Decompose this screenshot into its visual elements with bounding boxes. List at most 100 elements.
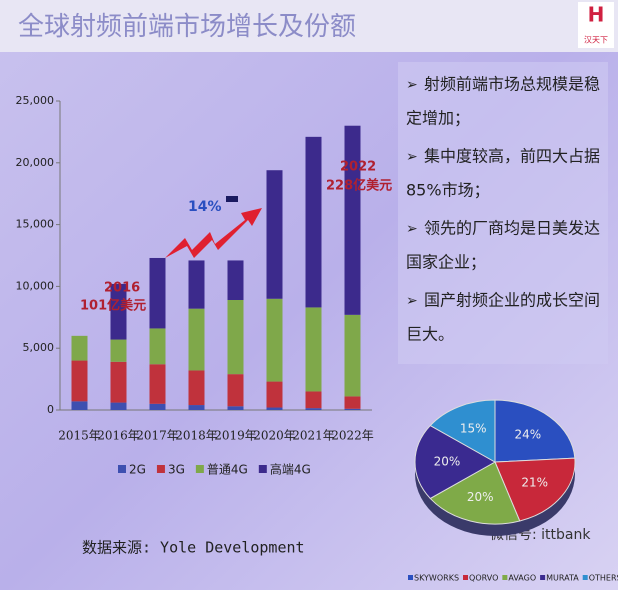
legend-label: QORVO bbox=[469, 574, 498, 583]
legend-swatch bbox=[540, 575, 546, 580]
bar-segment bbox=[188, 260, 205, 309]
bar-segment bbox=[188, 405, 205, 410]
legend-label: MURATA bbox=[546, 574, 579, 583]
x-tick-label: 2019年 bbox=[214, 429, 257, 443]
bar-segment bbox=[344, 314, 361, 397]
annotation: 2022 bbox=[340, 160, 376, 175]
pie-slice bbox=[429, 461, 521, 525]
pie-label: 24% bbox=[515, 427, 542, 441]
bar-segment bbox=[188, 308, 205, 371]
annotation: 14% bbox=[188, 199, 222, 215]
y-tick-label: 5,000 bbox=[23, 341, 55, 354]
bar-segment bbox=[227, 260, 244, 300]
legend-label: SKYWORKS bbox=[414, 574, 459, 583]
bar-segment bbox=[305, 136, 322, 308]
annotation: 101亿美元 bbox=[80, 298, 146, 314]
legend-swatch bbox=[408, 575, 413, 580]
bar-segment bbox=[110, 283, 127, 340]
bar-segment bbox=[71, 360, 88, 402]
bullet-mark: ➢ bbox=[406, 221, 418, 237]
bullet-text: 国家企业； bbox=[406, 253, 486, 272]
bar-segment bbox=[305, 307, 322, 392]
bullet-text: 射频前端市场总规模是稳 bbox=[424, 75, 600, 94]
pie-label: 15% bbox=[460, 421, 487, 435]
bar-segment bbox=[266, 298, 283, 382]
y-tick-label: 0 bbox=[47, 403, 54, 416]
legend-swatch bbox=[258, 465, 267, 473]
bullet-text: 巨大。 bbox=[406, 325, 454, 344]
bullet-text: 85%市场； bbox=[406, 181, 490, 200]
bar-segment bbox=[227, 299, 244, 375]
bar-segment bbox=[110, 361, 127, 403]
legend-swatch bbox=[502, 575, 508, 580]
page-title: 全球射频前端市场增长及份额 bbox=[18, 12, 356, 42]
legend-swatch bbox=[156, 465, 165, 473]
legend-label: 2G bbox=[129, 463, 146, 477]
bar-segment bbox=[149, 328, 166, 365]
pie-slice bbox=[494, 399, 576, 463]
bullet-mark: ➢ bbox=[406, 293, 418, 309]
x-tick-label: 2016年 bbox=[97, 429, 140, 443]
x-tick-label: 2015年 bbox=[58, 429, 101, 443]
bar-segment bbox=[71, 401, 88, 410]
x-tick-label: 2017年 bbox=[136, 429, 179, 443]
bullet-mark: ➢ bbox=[406, 77, 418, 93]
legend-swatch bbox=[118, 465, 126, 473]
bullet-mark: ➢ bbox=[406, 149, 418, 165]
legend-label: 3G bbox=[168, 463, 185, 477]
x-tick-label: 2021年 bbox=[292, 429, 335, 443]
bar-segment bbox=[149, 403, 166, 410]
y-tick-label: 20,000 bbox=[16, 156, 55, 169]
title-band bbox=[0, 0, 618, 52]
legend-swatch bbox=[582, 575, 588, 580]
bar-segment bbox=[266, 407, 283, 410]
marker bbox=[226, 196, 238, 202]
pie-label: 20% bbox=[467, 490, 494, 504]
bar-segment bbox=[266, 170, 283, 299]
annotation: 228亿美元 bbox=[326, 178, 392, 194]
bar-segment bbox=[344, 396, 361, 409]
logo-mark: H bbox=[588, 3, 605, 27]
bar-segment bbox=[149, 364, 166, 404]
bar-segment bbox=[110, 402, 127, 410]
bullet-text: 集中度较高，前四大占据 bbox=[424, 147, 600, 166]
logo-box bbox=[578, 2, 614, 48]
bullet-text: 定增加； bbox=[406, 109, 470, 128]
x-tick-label: 2020年 bbox=[253, 429, 296, 443]
bar-segment bbox=[266, 381, 283, 408]
trend-arrow bbox=[165, 208, 262, 258]
bar-segment bbox=[344, 408, 361, 410]
annotation: 2016 bbox=[104, 281, 140, 296]
pie-slice bbox=[494, 457, 576, 522]
legend-label: 高端4G bbox=[270, 462, 311, 477]
legend-swatch bbox=[463, 575, 469, 580]
pie-label: 21% bbox=[521, 475, 548, 489]
bar-segment bbox=[227, 374, 244, 407]
x-tick-label: 2022年 bbox=[331, 429, 374, 443]
bar-segment bbox=[149, 257, 166, 329]
x-tick-label: 2018年 bbox=[175, 429, 218, 443]
bar-segment bbox=[305, 408, 322, 410]
bar-segment bbox=[305, 391, 322, 409]
y-tick-label: 15,000 bbox=[16, 218, 55, 231]
legend-swatch bbox=[195, 465, 204, 473]
bar-segment bbox=[227, 406, 244, 410]
y-tick-label: 25,000 bbox=[16, 94, 55, 107]
pie-label: 20% bbox=[434, 455, 461, 469]
legend-label: OTHERS bbox=[589, 574, 618, 583]
legend-label: AVAGO bbox=[508, 574, 536, 583]
pie-slice bbox=[429, 399, 496, 463]
bar-segment bbox=[188, 370, 205, 406]
pie-slice bbox=[414, 424, 497, 500]
bar-segment bbox=[110, 339, 127, 362]
bullet-panel bbox=[398, 62, 608, 364]
bullet-text: 领先的厂商均是日美发达 bbox=[424, 219, 600, 238]
y-tick-label: 10,000 bbox=[16, 279, 55, 292]
source: 数据来源: Yole Development bbox=[82, 539, 305, 557]
bar-segment bbox=[344, 125, 361, 315]
bar-segment bbox=[71, 335, 88, 361]
logo-text: 汉天下 bbox=[584, 36, 608, 45]
legend-label: 普通4G bbox=[207, 463, 248, 477]
bullet-text: 国产射频企业的成长空间 bbox=[424, 291, 600, 310]
